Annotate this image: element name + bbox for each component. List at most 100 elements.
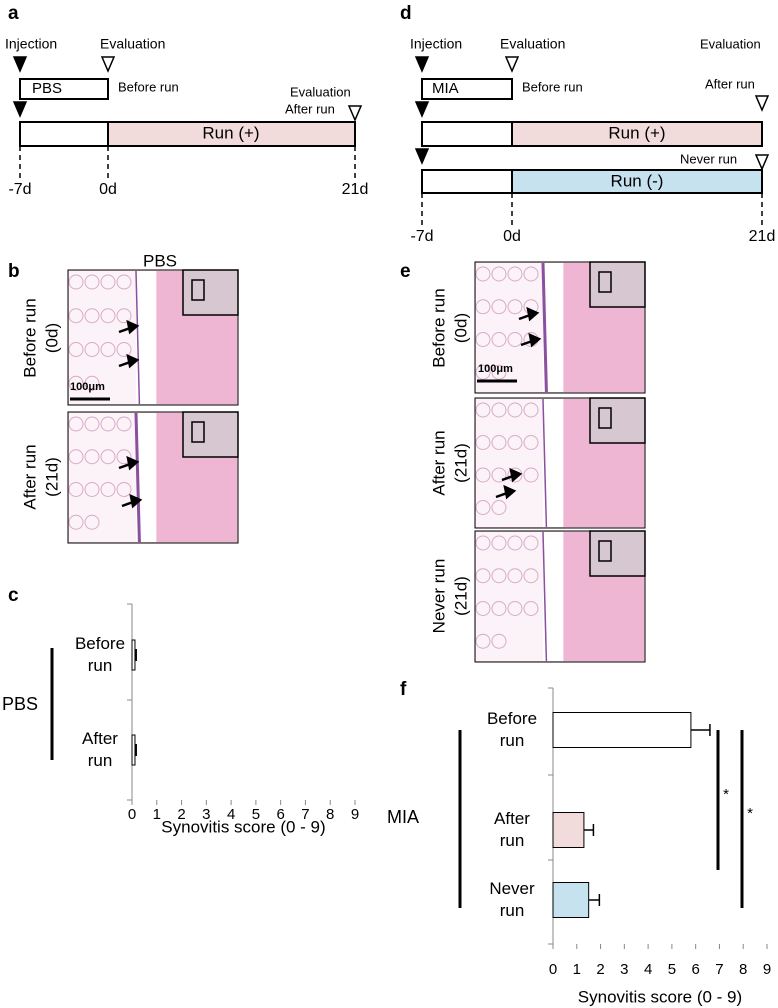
arrow — [118, 319, 140, 335]
category-label: Before run — [486, 709, 538, 750]
synovium — [135, 270, 141, 405]
label: MIA — [432, 80, 459, 97]
fat-cell — [507, 299, 523, 315]
marker-triangle — [12, 101, 28, 118]
fat-cell — [100, 416, 116, 432]
fat-cell — [491, 601, 507, 616]
fat-cell — [523, 402, 539, 418]
fat-cell — [491, 535, 507, 551]
fat-cell — [116, 274, 132, 290]
fat-cell — [491, 364, 507, 380]
label: Run (+) — [202, 123, 259, 142]
fat-cell — [116, 416, 132, 432]
label: * — [723, 786, 729, 803]
label: (0d) — [451, 313, 470, 343]
fat-cell — [475, 568, 491, 584]
label: Evaluation — [290, 84, 351, 99]
timeline-box — [421, 78, 513, 100]
error-bar — [134, 649, 137, 661]
category-label: Never run — [489, 879, 535, 920]
marker-triangle — [347, 105, 363, 122]
fat-cell — [84, 375, 100, 391]
label: Synovitis score (0 - 9) — [161, 817, 325, 836]
fat-cell — [84, 308, 100, 324]
fat-cell — [100, 274, 116, 290]
label: 9 — [763, 961, 771, 978]
joint-space — [136, 413, 157, 542]
label: -7d — [410, 228, 433, 245]
label: 21d — [749, 228, 776, 245]
fat-cell — [68, 416, 84, 432]
bar — [131, 734, 136, 766]
label: Before run — [118, 79, 179, 94]
fat-cell — [491, 332, 507, 347]
fat-cell — [475, 535, 491, 551]
label: After run — [20, 444, 39, 509]
label: 100μm — [478, 363, 513, 375]
category-label: After run — [494, 809, 530, 850]
label: a — [8, 3, 19, 24]
label: c — [8, 585, 19, 606]
arrow — [118, 455, 140, 471]
fat-cell — [100, 482, 116, 497]
category-label: After run — [82, 729, 118, 770]
label: 4 — [644, 961, 652, 978]
timeline-box — [421, 169, 513, 194]
fat-cell — [475, 467, 491, 483]
fat-cell — [116, 308, 132, 324]
fat-cell — [507, 568, 523, 584]
fat-tissue — [476, 263, 544, 392]
label: 0d — [503, 228, 521, 245]
joint-space — [543, 532, 564, 661]
label: Synovitis score (0 - 9) — [578, 987, 742, 1006]
timeline-box — [107, 121, 356, 147]
timeline-box — [19, 121, 109, 147]
fat-cell — [475, 633, 491, 649]
label: 5 — [252, 806, 260, 823]
fat-cell — [523, 568, 539, 584]
timeline-box — [511, 121, 763, 147]
joint-space — [543, 399, 564, 527]
bar — [131, 639, 136, 671]
fat-cell — [491, 299, 507, 315]
arrow — [518, 306, 540, 322]
arrow — [520, 332, 542, 348]
fat-cell — [84, 449, 100, 465]
fat-cell — [507, 332, 523, 347]
synovium — [134, 412, 141, 543]
label: 1 — [573, 961, 581, 978]
label: Never run — [429, 559, 448, 634]
fat-cell — [475, 402, 491, 418]
inset-box — [191, 421, 205, 443]
label: 5 — [668, 961, 676, 978]
fat-cell — [507, 467, 523, 483]
fat-cell — [475, 500, 491, 515]
marker-triangle — [504, 56, 520, 73]
fat-cell — [84, 274, 100, 290]
label: (0d) — [42, 323, 61, 353]
inset-box — [598, 540, 612, 562]
joint-space — [136, 271, 157, 404]
fat-cell — [523, 535, 539, 551]
error-bar — [588, 894, 601, 906]
error-bar — [134, 744, 137, 756]
label: Run (+) — [608, 123, 665, 142]
fat-cell — [100, 342, 116, 357]
bar — [552, 882, 590, 918]
timeline-box — [19, 78, 109, 100]
inset-box — [191, 279, 205, 301]
arrow — [118, 353, 140, 369]
label: 1 — [153, 806, 161, 823]
fat-tissue — [69, 271, 137, 404]
label: PBS — [143, 251, 177, 270]
fat-cell — [84, 482, 100, 497]
fat-cell — [68, 482, 84, 497]
fat-cell — [116, 342, 132, 357]
fat-tissue — [476, 399, 544, 527]
inset-box — [598, 271, 612, 293]
label: PBS — [2, 694, 38, 714]
arrow — [121, 493, 143, 509]
label: Never run — [680, 151, 737, 166]
inset-box — [598, 407, 612, 429]
